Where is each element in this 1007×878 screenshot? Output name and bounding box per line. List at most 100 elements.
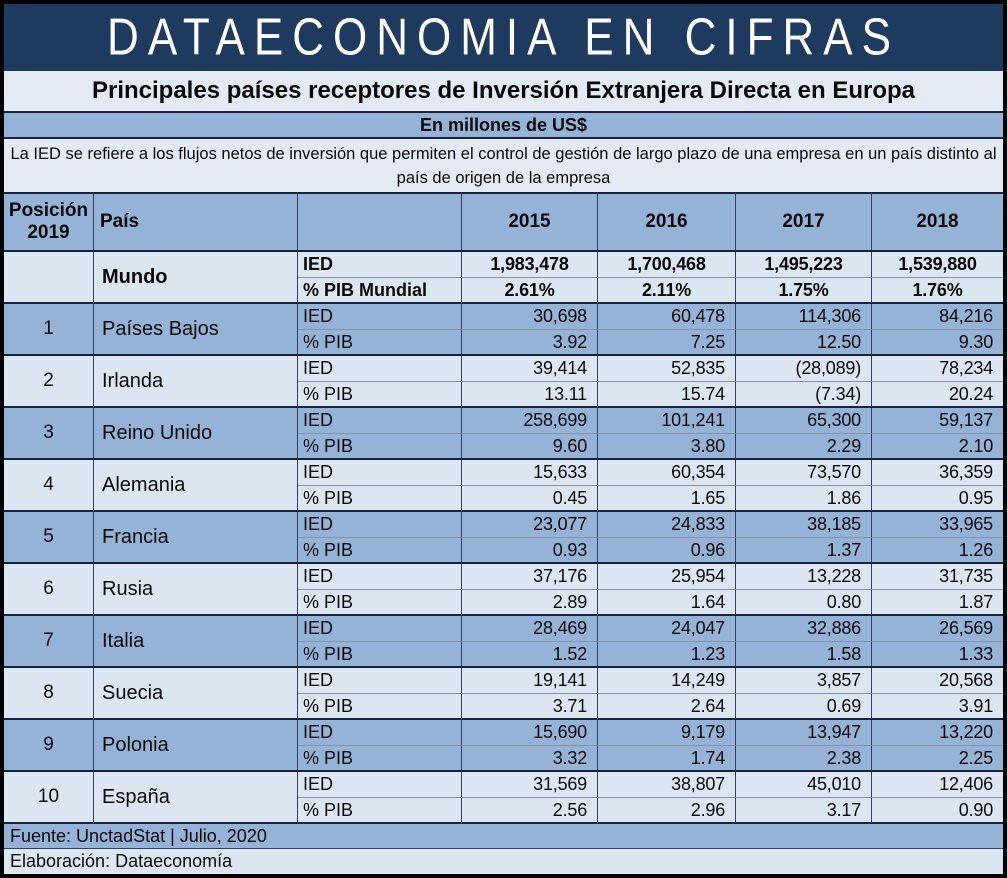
- pib-label: % PIB: [298, 381, 462, 406]
- pib-label: % PIB: [298, 693, 462, 718]
- pib-value: (7.34): [736, 381, 872, 406]
- pib-value: 1.26: [872, 537, 1003, 562]
- ied-value: 32,886: [736, 616, 872, 641]
- pib-value: 1.58: [736, 641, 872, 666]
- ied-value: 9,179: [598, 720, 736, 745]
- pib-value: 0.69: [736, 693, 872, 718]
- ied-value: 37,176: [462, 564, 598, 589]
- ied-value: 60,354: [598, 460, 736, 485]
- country-name: Reino Unido: [94, 408, 298, 458]
- country-block: 5 Francia IED 23,077 24,833 38,185 33,96…: [4, 510, 1003, 562]
- country-block: 2 Irlanda IED 39,414 52,835 (28,089) 78,…: [4, 354, 1003, 406]
- ied-value: 84,216: [939, 306, 993, 326]
- table-title-band: Principales países receptores de Inversi…: [4, 71, 1003, 113]
- pib-value: 1.86: [736, 485, 872, 510]
- pib-label: % PIB: [298, 797, 462, 822]
- pib-value: 7.25: [598, 329, 736, 354]
- ied-value: 59,137: [939, 410, 993, 430]
- ied-value: 38,807: [598, 772, 736, 797]
- ied-value: 39,414: [462, 356, 598, 381]
- pib-label: % PIB: [298, 433, 462, 458]
- ied-label: IED: [298, 304, 462, 329]
- country-block: 1 Países Bajos IED 30,698 60,478 114,306…: [4, 302, 1003, 354]
- units-band: En millones de US$: [4, 113, 1003, 139]
- header-year-2016: 2016: [598, 194, 736, 250]
- country-position: 5: [4, 512, 94, 562]
- world-block: Mundo IED 1,983,478 1,700,468 1,495,223 …: [4, 250, 1003, 302]
- world-ied-value: 1,983,478: [462, 252, 598, 277]
- pib-label: % PIB: [298, 537, 462, 562]
- country-block: 7 Italia IED 28,469 24,047 32,886 26,569…: [4, 614, 1003, 666]
- country-position: 9: [4, 720, 94, 770]
- ied-value: 24,833: [598, 512, 736, 537]
- pib-label: % PIB: [298, 485, 462, 510]
- units-label: En millones de US$: [419, 114, 588, 135]
- ied-value: 12,406: [939, 774, 993, 794]
- pib-value: 12.50: [736, 329, 872, 354]
- ied-label: IED: [298, 460, 462, 485]
- pib-value: 0.90: [872, 797, 1003, 822]
- country-name: Rusia: [94, 564, 298, 614]
- description-band: La IED se refiere a los flujos netos de …: [4, 139, 1003, 194]
- country-name: Francia: [94, 512, 298, 562]
- pib-label: % PIB: [298, 589, 462, 614]
- pib-value: 2.10: [872, 433, 1003, 458]
- country-position: 8: [4, 668, 94, 718]
- pib-value: 15.74: [598, 381, 736, 406]
- pib-label: % PIB: [298, 329, 462, 354]
- country-position: 6: [4, 564, 94, 614]
- pib-value: 0.95: [872, 485, 1003, 510]
- pib-value: 9.30: [872, 329, 1003, 354]
- ied-value: 45,010: [736, 772, 872, 797]
- ied-value: 3,857: [736, 668, 872, 693]
- ied-value: 13,220: [939, 722, 993, 742]
- ied-label: IED: [298, 564, 462, 589]
- ied-value: 33,965: [939, 514, 993, 534]
- brand-title: DATAECONOMIA EN CIFRAS: [107, 8, 900, 66]
- pib-value: 2.96: [598, 797, 736, 822]
- country-block: 4 Alemania IED 15,633 60,354 73,570 36,3…: [4, 458, 1003, 510]
- world-position-empty: [4, 252, 94, 302]
- elaboration-band: Elaboración: Dataeconomía: [4, 848, 1003, 874]
- country-name: Suecia: [94, 668, 298, 718]
- ied-value: 31,735: [939, 566, 993, 586]
- world-pib-value: 1.75%: [736, 277, 872, 302]
- world-ied-value: 1,539,880: [898, 254, 977, 274]
- pib-value: 3.80: [598, 433, 736, 458]
- world-ied-label: IED: [298, 252, 462, 277]
- pib-value: 2.89: [462, 589, 598, 614]
- ied-value: 15,690: [462, 720, 598, 745]
- ied-value: 13,947: [736, 720, 872, 745]
- header-year-2018: 2018: [916, 211, 959, 232]
- ied-value: 78,234: [939, 358, 993, 378]
- country-name: Polonia: [94, 720, 298, 770]
- country-name: España: [94, 772, 298, 822]
- ied-value: (28,089): [736, 356, 872, 381]
- ied-value: 23,077: [462, 512, 598, 537]
- world-pib-value: 1.76%: [872, 277, 1003, 302]
- world-ied-value: 1,495,223: [736, 252, 872, 277]
- country-name: Países Bajos: [94, 304, 298, 354]
- country-name: Irlanda: [94, 356, 298, 406]
- ied-value: 14,249: [598, 668, 736, 693]
- ied-label: IED: [298, 512, 462, 537]
- ied-value: 258,699: [462, 408, 598, 433]
- source-band: Fuente: UnctadStat | Julio, 2020: [4, 822, 1003, 848]
- pib-value: 1.74: [598, 745, 736, 770]
- pib-value: 3.91: [872, 693, 1003, 718]
- world-ied-value: 1,700,468: [598, 252, 736, 277]
- ied-value: 36,359: [939, 462, 993, 482]
- brand-banner: DATAECONOMIA EN CIFRAS: [4, 4, 1003, 71]
- country-position: 1: [4, 304, 94, 354]
- country-position: 3: [4, 408, 94, 458]
- ied-value: 60,478: [598, 304, 736, 329]
- ied-value: 15,633: [462, 460, 598, 485]
- pib-value: 2.64: [598, 693, 736, 718]
- ied-label: IED: [298, 616, 462, 641]
- ied-value: 114,306: [736, 304, 872, 329]
- pib-value: 1.33: [872, 641, 1003, 666]
- pib-value: 1.52: [462, 641, 598, 666]
- country-position: 2: [4, 356, 94, 406]
- ied-value: 101,241: [598, 408, 736, 433]
